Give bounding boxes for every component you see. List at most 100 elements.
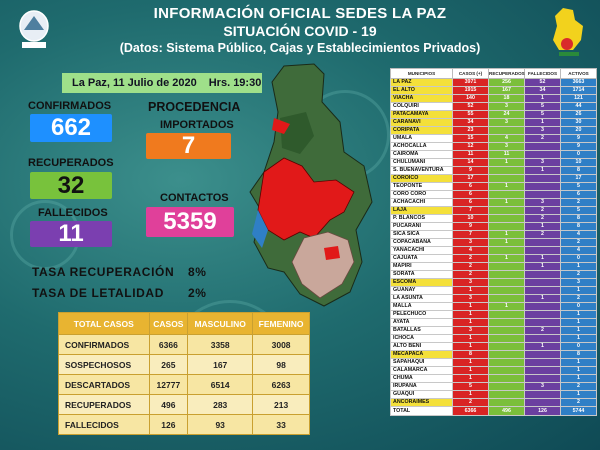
tasa-recuperacion-label: TASA RECUPERACIÓN — [32, 265, 175, 279]
municipio-cell: TOTAL — [390, 406, 453, 416]
municipio-cell — [524, 190, 561, 199]
municipio-row: CORO CORO 6 6 — [390, 190, 597, 199]
municipio-cell: 3 — [452, 238, 489, 247]
municipio-row: YANACACHI 4 4 — [390, 246, 597, 255]
date-time-bar: La Paz, 11 Julio de 2020 Hrs. 19:30 — [62, 73, 262, 93]
municipio-cell: 1915 — [452, 86, 489, 95]
municipio-row: GUAQUI 1 1 — [390, 390, 597, 399]
municipio-cell — [488, 166, 525, 175]
municipio-cell: 0 — [560, 150, 597, 159]
contactos-label: CONTACTOS — [160, 192, 229, 204]
municipio-cell: 5744 — [560, 406, 597, 416]
municipio-row: CHULUMANI 14 1 3 10 — [390, 158, 597, 167]
municipio-cell — [488, 174, 525, 183]
municipio-cell — [488, 262, 525, 271]
municipio-cell: 5 — [452, 382, 489, 391]
municipio-cell: COLQUIRI — [390, 102, 453, 111]
municipio-cell — [488, 398, 525, 407]
municipio-cell: ACHOCALLA — [390, 142, 453, 151]
tasa-letalidad-label: TASA DE LETALIDAD — [32, 286, 164, 300]
municipio-cell — [488, 342, 525, 351]
municipio-cell — [524, 150, 561, 159]
municipio-cell: CAJUATA — [390, 254, 453, 263]
municipio-row: ESCOMA 3 3 — [390, 278, 597, 287]
municipio-row: SICA SICA 7 1 2 4 — [390, 230, 597, 239]
municipio-row: P. BLANCOS 10 2 8 — [390, 214, 597, 223]
municipio-cell: 2 — [560, 238, 597, 247]
municipios-header-cell: CASOS (+) — [452, 68, 489, 79]
municipio-cell: 1 — [452, 374, 489, 383]
municipio-row: CALAMARCA 1 1 — [390, 366, 597, 375]
municipio-cell: S. BUENAVENTURA — [390, 166, 453, 175]
municipio-cell — [524, 174, 561, 183]
totals-header-cell: FEMENINO — [252, 312, 310, 335]
municipio-cell: 6 — [452, 182, 489, 191]
municipio-row: LA ASUNTA 3 1 2 — [390, 294, 597, 303]
recuperados-label: RECUPERADOS — [28, 157, 114, 169]
municipio-cell: LA PAZ — [390, 78, 453, 87]
municipio-cell: 8 — [560, 350, 597, 359]
municipio-cell: 9 — [452, 222, 489, 231]
municipio-cell: AYATA — [390, 318, 453, 327]
municipio-cell: PATACAMAYA — [390, 110, 453, 119]
municipio-cell: 1 — [452, 366, 489, 375]
municipio-cell: P. BLANCOS — [390, 214, 453, 223]
municipio-cell — [524, 270, 561, 279]
confirmados-label: CONFIRMADOS — [28, 100, 112, 112]
municipio-cell: 121 — [560, 94, 597, 103]
totals-cell: 98 — [252, 354, 310, 375]
municipio-cell: SAPAHAQUI — [390, 358, 453, 367]
municipio-cell: 30 — [560, 118, 597, 127]
municipio-cell: 52 — [524, 78, 561, 87]
municipio-cell: 3 — [452, 326, 489, 335]
municipio-cell — [488, 222, 525, 231]
municipio-cell — [488, 286, 525, 295]
municipio-cell: 2 — [452, 254, 489, 263]
municipio-row: AYATA 1 1 — [390, 318, 597, 327]
municipio-row: CAJUATA 2 1 1 0 — [390, 254, 597, 263]
page-title: INFORMACIÓN OFICIAL SEDES LA PAZ — [153, 5, 447, 22]
totals-cell: 496 — [148, 394, 189, 415]
municipio-cell: LA ASUNTA — [390, 294, 453, 303]
municipio-cell: 2 — [452, 398, 489, 407]
municipio-cell: 34 — [524, 86, 561, 95]
municipio-cell: 1 — [524, 342, 561, 351]
municipio-cell: 15 — [452, 134, 489, 143]
fallecidos-value: 11 — [30, 220, 112, 247]
municipio-cell: 4 — [560, 230, 597, 239]
municipio-cell: 12 — [452, 142, 489, 151]
municipio-cell: 1 — [560, 334, 597, 343]
municipio-cell: 9 — [452, 166, 489, 175]
municipio-cell: ANCORAIMES — [390, 398, 453, 407]
totals-cell: 3008 — [252, 334, 310, 355]
municipio-cell: 496 — [488, 406, 525, 416]
totals-row: RECUPERADOS 496 283 213 — [58, 394, 310, 415]
municipio-cell: 55 — [452, 110, 489, 119]
totals-cell: 265 — [148, 354, 189, 375]
municipio-cell: 1 — [488, 158, 525, 167]
report-time: Hrs. 19:30 — [208, 77, 262, 89]
municipio-cell: 1 — [560, 374, 597, 383]
totals-cell: 167 — [187, 354, 254, 375]
totals-header-cell: TOTAL CASOS — [58, 312, 150, 335]
municipio-cell: 1 — [452, 334, 489, 343]
totals-cell: 33 — [252, 414, 310, 435]
municipio-cell: 34 — [452, 118, 489, 127]
municipio-cell — [524, 286, 561, 295]
municipio-cell: CALAMARCA — [390, 366, 453, 375]
municipio-cell: 4 — [488, 134, 525, 143]
municipio-cell — [524, 390, 561, 399]
municipio-row: PATACAMAYA 55 24 5 26 — [390, 110, 597, 119]
totals-cell: 93 — [187, 414, 254, 435]
procedencia-label: PROCEDENCIA — [148, 100, 241, 114]
municipio-cell: 9 — [560, 134, 597, 143]
municipio-cell: 9 — [560, 142, 597, 151]
municipio-cell: ESCOMA — [390, 278, 453, 287]
municipio-cell: 2 — [524, 214, 561, 223]
municipio-cell: 44 — [560, 102, 597, 111]
municipio-cell: 1 — [524, 118, 561, 127]
municipio-cell: LAJA — [390, 206, 453, 215]
municipio-row: LA PAZ 3971 256 52 3663 — [390, 78, 597, 87]
municipio-cell: ALTO BENI — [390, 342, 453, 351]
municipio-cell: 20 — [560, 126, 597, 135]
